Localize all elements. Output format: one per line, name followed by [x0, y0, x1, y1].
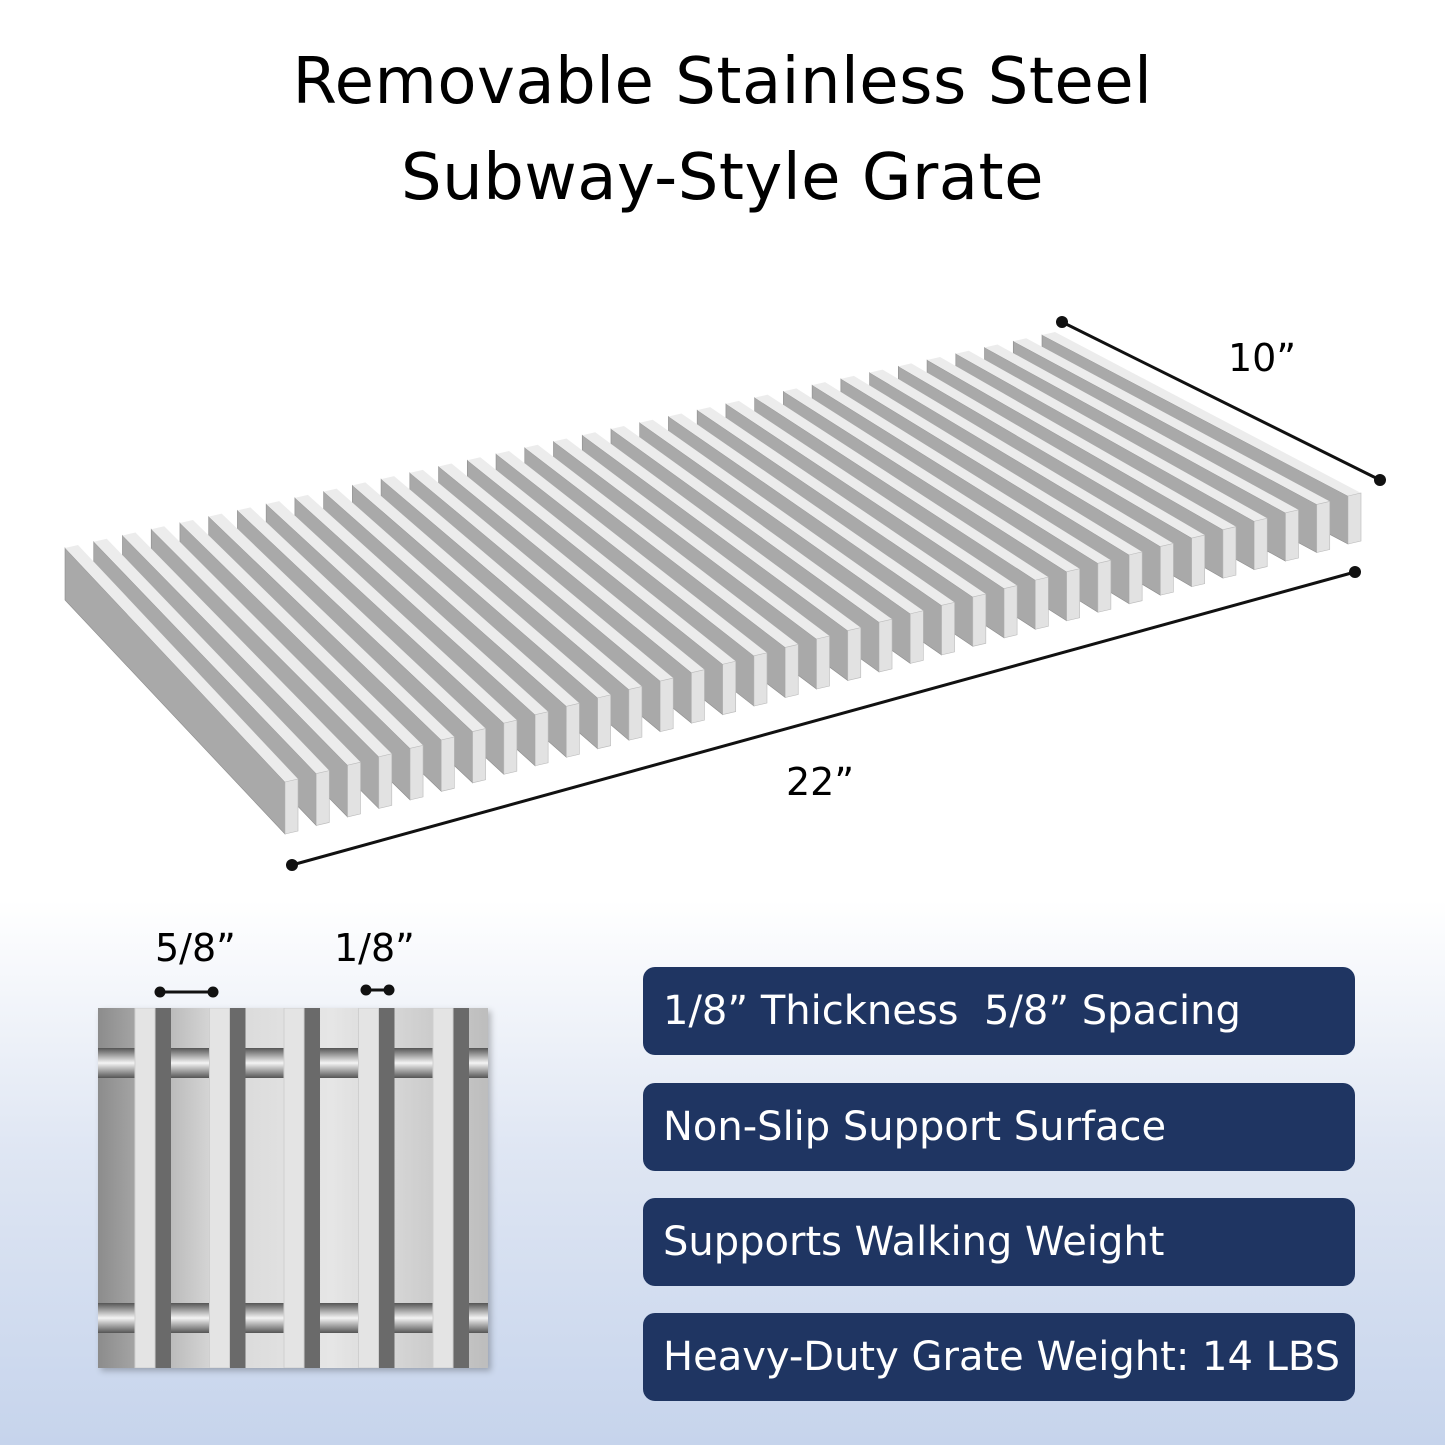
- width-dimension-line: [1056, 316, 1386, 486]
- spacing-label: 5/8”: [155, 926, 236, 970]
- grate-3d-illustration: [64, 316, 1386, 871]
- feature-walking-weight: Supports Walking Weight: [643, 1198, 1355, 1286]
- detail-bar: [432, 1008, 454, 1368]
- grate-top-view-detail: [98, 1008, 488, 1368]
- width-label: 10”: [1228, 336, 1297, 380]
- page-title: Removable Stainless Steel Subway-Style G…: [0, 34, 1445, 226]
- title-line-2: Subway-Style Grate: [401, 141, 1044, 215]
- bar-shadow: [304, 1008, 320, 1368]
- detail-bar: [358, 1008, 379, 1368]
- grate-bar: [64, 545, 299, 835]
- feature-grate-weight: Heavy-Duty Grate Weight: 14 LBS: [643, 1313, 1355, 1401]
- bar-shadow: [229, 1008, 246, 1368]
- title-line-1: Removable Stainless Steel: [292, 45, 1153, 119]
- feature-thickness-spacing: 1/8” Thickness 5/8” Spacing: [643, 967, 1355, 1055]
- detail-bar: [209, 1008, 230, 1368]
- bar-shadow: [453, 1008, 469, 1368]
- bar-shadow: [155, 1008, 171, 1368]
- detail-bar: [134, 1008, 156, 1368]
- detail-bar: [283, 1008, 305, 1368]
- length-label: 22”: [786, 760, 855, 804]
- thickness-label: 1/8”: [334, 926, 415, 970]
- bar-shadow: [378, 1008, 395, 1368]
- feature-non-slip: Non-Slip Support Surface: [643, 1083, 1355, 1171]
- length-dimension-line: [286, 566, 1361, 871]
